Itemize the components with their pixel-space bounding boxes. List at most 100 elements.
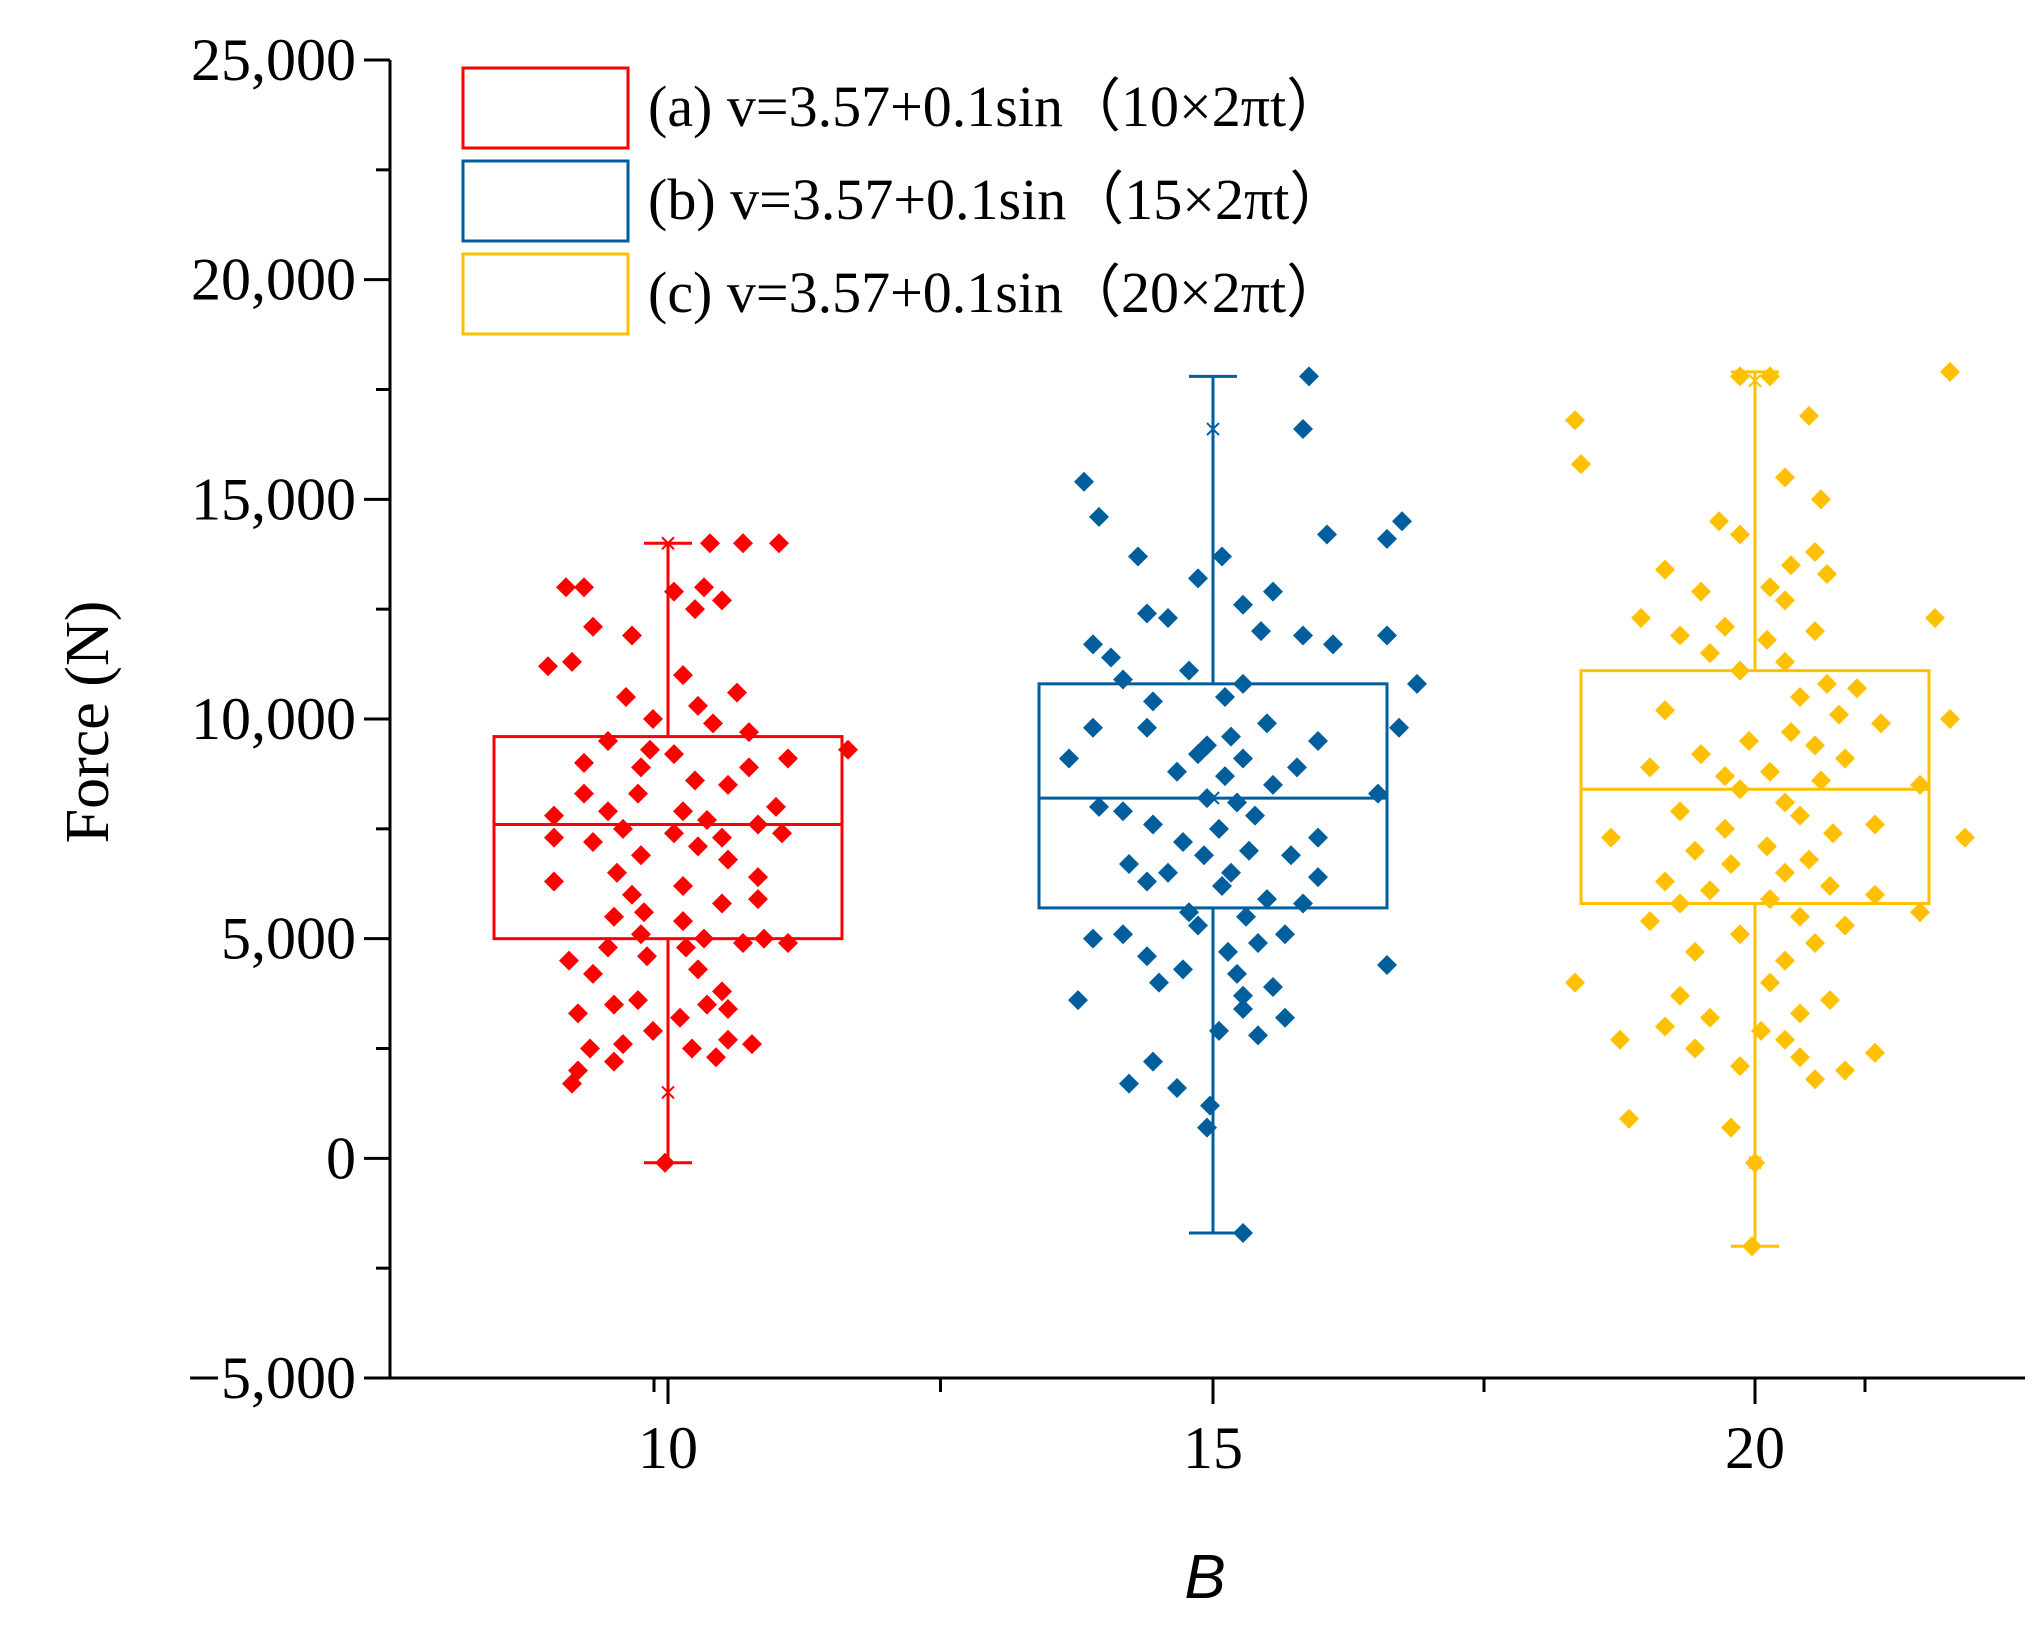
- data-point: [1158, 607, 1178, 628]
- data-point: [706, 1047, 726, 1068]
- data-point: [1790, 805, 1810, 826]
- data-point: [1275, 1007, 1295, 1028]
- data-point: [1817, 564, 1837, 585]
- data-point: [628, 990, 648, 1011]
- data-point: [1691, 581, 1711, 602]
- data-point: [634, 902, 654, 923]
- data-point: [1655, 700, 1675, 721]
- data-point: [772, 823, 792, 844]
- data-point: [640, 739, 660, 760]
- data-point: [1760, 366, 1780, 387]
- data-point: [1799, 405, 1819, 426]
- data-point: [1218, 941, 1238, 962]
- y-tick-label: 15,000: [191, 466, 356, 532]
- data-point: [1149, 972, 1169, 993]
- data-point: [1670, 985, 1690, 1006]
- legend-swatch: [461, 159, 630, 243]
- data-point: [1760, 761, 1780, 782]
- data-point: [712, 893, 732, 914]
- data-point: [628, 783, 648, 804]
- data-point: [1730, 524, 1750, 545]
- box-rect: [1037, 682, 1389, 910]
- data-point: [1631, 607, 1651, 628]
- data-point: [1317, 524, 1337, 545]
- data-point: [1670, 801, 1690, 822]
- data-point: [1775, 467, 1795, 488]
- data-point: [1601, 827, 1621, 848]
- data-point: [583, 832, 603, 853]
- data-point: [631, 924, 651, 945]
- data-point: [676, 937, 696, 958]
- data-point: [1275, 924, 1295, 945]
- y-tick-label: 0: [326, 1125, 356, 1191]
- legend-label: (a) v=3.57+0.1sin（10×2πt）: [648, 74, 1344, 139]
- legend-label: (c) v=3.57+0.1sin（20×2πt）: [648, 260, 1344, 325]
- data-point: [1835, 1060, 1855, 1081]
- data-point: [1730, 1056, 1750, 1077]
- data-point: [748, 814, 768, 835]
- data-point: [1820, 875, 1840, 896]
- data-point: [604, 994, 624, 1015]
- legend-label: (b) v=3.57+0.1sin（15×2πt）: [648, 167, 1347, 232]
- data-point: [1670, 625, 1690, 646]
- data-point: [1730, 660, 1750, 681]
- data-point: [1089, 796, 1109, 817]
- data-point: [622, 625, 642, 646]
- data-point: [1083, 634, 1103, 655]
- data-point: [1377, 625, 1397, 646]
- data-point: [1640, 911, 1660, 932]
- data-point: [1685, 941, 1705, 962]
- data-point: [1251, 621, 1271, 642]
- data-point: [1215, 766, 1235, 787]
- data-point: [1565, 410, 1585, 431]
- data-point: [733, 533, 753, 554]
- data-point: [1730, 924, 1750, 945]
- data-point: [1200, 1095, 1220, 1116]
- data-point: [1790, 1047, 1810, 1068]
- data-point: [562, 651, 582, 672]
- data-point: [1745, 1152, 1765, 1173]
- data-point: [1083, 928, 1103, 949]
- boxes: [492, 370, 1931, 1248]
- data-point: [1377, 955, 1397, 976]
- data-point: [1781, 555, 1801, 576]
- data-point: [613, 1034, 633, 1055]
- data-point: [598, 937, 618, 958]
- data-point: [1119, 853, 1139, 874]
- data-point: [1197, 1117, 1217, 1138]
- data-point: [1119, 1073, 1139, 1094]
- data-point: [1143, 691, 1163, 712]
- data-point: [1257, 713, 1277, 734]
- data-point: [544, 827, 564, 848]
- data-point: [712, 590, 732, 611]
- data-point: [688, 695, 708, 716]
- data-point: [1143, 1051, 1163, 1072]
- data-point: [718, 849, 738, 870]
- data-point: [1760, 889, 1780, 910]
- data-point: [1167, 1078, 1187, 1099]
- data-point: [544, 871, 564, 892]
- data-point: [643, 1020, 663, 1041]
- data-point: [1709, 511, 1729, 532]
- data-point: [688, 836, 708, 857]
- data-point: [562, 1073, 582, 1094]
- data-point: [1685, 840, 1705, 861]
- data-point: [637, 946, 657, 967]
- data-point: [1775, 1029, 1795, 1050]
- data-point: [574, 577, 594, 598]
- data-point: [1565, 972, 1585, 993]
- legend-item: (b) v=3.57+0.1sin（15×2πt）: [461, 159, 1347, 243]
- data-point: [1068, 990, 1088, 1011]
- data-point: [754, 928, 774, 949]
- data-point: [598, 730, 618, 751]
- data-point: [1245, 805, 1265, 826]
- max-marker: [661, 536, 675, 550]
- data-point: [1173, 959, 1193, 980]
- y-axis-title: Force (N): [54, 601, 122, 844]
- data-point: [1742, 1236, 1762, 1257]
- data-point: [1308, 730, 1328, 751]
- data-point: [1143, 814, 1163, 835]
- data-point: [1715, 818, 1735, 839]
- data-point: [1865, 884, 1885, 905]
- data-point: [838, 739, 858, 760]
